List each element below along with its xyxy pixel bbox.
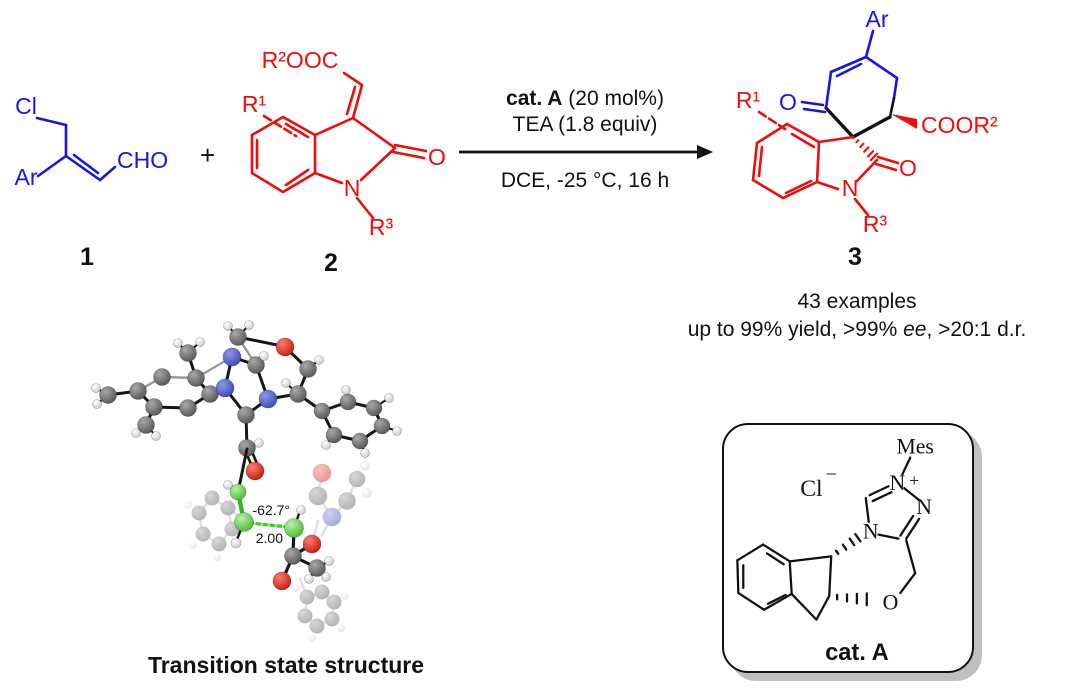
catalyst-labels: Mes Cl − N + N N O [800, 435, 934, 615]
reactant-1-bonds [35, 116, 117, 182]
dihedral-angle-label: -62.7° [252, 502, 290, 518]
reactant-2-labels: R²OOC R¹ O N R³ [242, 47, 446, 240]
reactant-2-bonds [250, 71, 428, 220]
catalyst-structure: Mes Cl − N + N N O cat. A [736, 435, 934, 666]
compound-1-number: 1 [80, 243, 94, 270]
ts-caption: Transition state structure [147, 652, 425, 678]
r3-label: R³ [369, 214, 394, 240]
product-ester-label: COOR² [921, 112, 998, 138]
forming-bond [248, 521, 290, 529]
compound-2-number: 2 [324, 249, 338, 275]
amide-o-label: O [899, 155, 917, 181]
ghost-phenyl-left [184, 490, 243, 561]
reaction-arrow [459, 145, 713, 159]
scope-summary: 43 examples up to 99% yield, >99% ee, >2… [617, 288, 1080, 345]
product-red-bonds [751, 110, 900, 217]
catalyst-caption: cat. A [825, 640, 889, 666]
conditions-line1: cat. A (20 mol%) [455, 87, 715, 110]
chloride-label: Cl [800, 476, 823, 502]
scope-line2: up to 99% yield, >99% ee, >20:1 d.r. [617, 316, 1080, 344]
reactant-1-labels: Cl Ar CHO [15, 93, 169, 190]
ketone-o-label: O [779, 89, 797, 115]
conditions-line2: TEA (1.8 equiv) [512, 113, 658, 136]
plus-sign: + [200, 140, 216, 170]
reactant-2-structure: R²OOC R¹ O N R³ 2 [242, 47, 446, 275]
catalyst-name: cat. A [506, 87, 563, 110]
scope-line1: 43 examples [797, 290, 917, 313]
scope-ee: ee [903, 318, 927, 342]
distance-label: 2.00 [256, 530, 283, 546]
minus-charge: − [826, 463, 837, 485]
conditions-below-arrow: DCE, -25 °C, 16 h [500, 169, 670, 192]
aldehyde-label: CHO [117, 147, 168, 173]
ester-label: R²OOC [262, 47, 339, 73]
catalyst-box: Mes Cl − N + N N O cat. A [722, 423, 974, 673]
substrate-3d [272, 526, 334, 591]
product-r1-label: R¹ [736, 87, 761, 113]
scope-line2-post: , >20:1 d.r. [926, 318, 1027, 342]
transition-state-model: -62.7° 2.00 [91, 320, 402, 642]
reaction-conditions: cat. A (20 mol%) TEA (1.8 equiv) DCE, -2… [455, 85, 715, 205]
reactant-1-structure: Cl Ar CHO 1 [15, 93, 169, 270]
catalyst-loading: (20 mol%) [562, 87, 664, 110]
ghost-substrate-upper [308, 461, 372, 546]
catalyst-bonds [736, 456, 921, 621]
product-black-bonds [824, 96, 896, 139]
product-aryl-label: Ar [866, 6, 889, 32]
nitrogen-label: N [344, 175, 361, 201]
product-3-structure: Ar O COOR² R¹ O N R³ 3 [736, 6, 998, 271]
n-ring-label: N [916, 495, 932, 519]
reactive-centre [223, 447, 306, 549]
catalyst-3d [91, 320, 402, 481]
ghost-phenyl-bottom [292, 577, 349, 642]
ester-wedge-bond [891, 114, 917, 129]
product-r3-label: R³ [863, 211, 888, 237]
product-labels: Ar O COOR² R¹ O N R³ [736, 6, 998, 237]
scope-line2-pre: up to 99% yield, >99% [687, 318, 904, 342]
measurement-labels: -62.7° 2.00 [252, 502, 290, 546]
spiro-hashed-wedge [855, 139, 879, 162]
r1-label: R¹ [242, 91, 267, 117]
plus-charge: + [909, 470, 919, 490]
mesityl-label: Mes [896, 435, 933, 459]
compound-3-number: 3 [848, 243, 862, 271]
product-n-label: N [842, 175, 859, 201]
n-fused-label: N [863, 520, 879, 544]
arrowhead [697, 145, 713, 159]
morpholine-o-label: O [883, 591, 899, 615]
n-plus-label: N [890, 471, 906, 495]
chlorine-label: Cl [15, 93, 37, 119]
carbonyl-o-label: O [428, 144, 446, 170]
aryl-label: Ar [15, 164, 38, 190]
product-blue-bonds [800, 29, 899, 114]
